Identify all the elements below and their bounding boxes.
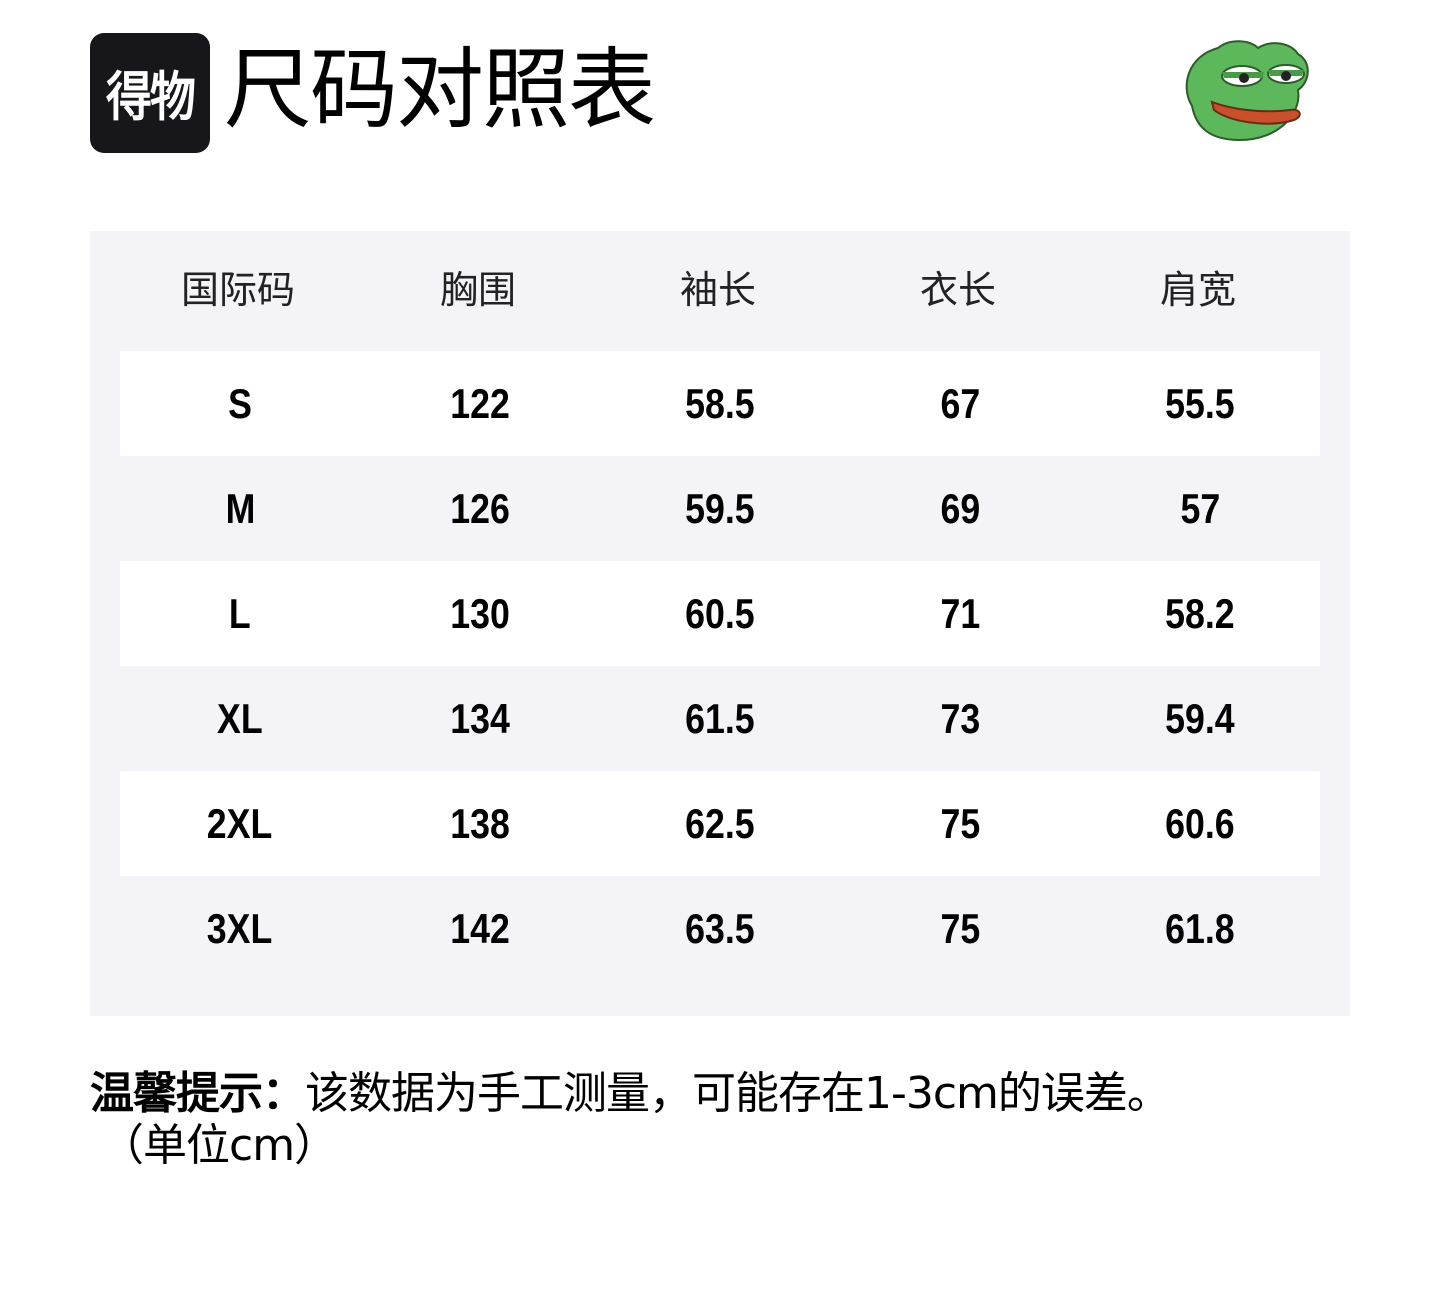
table-cell: 61.5 [600,666,840,771]
table-cell: 59.4 [1080,666,1320,771]
cell-value: 58.2 [1165,590,1235,637]
table-cell: 67 [840,351,1080,456]
table-cell: M [120,456,360,561]
table-cell: 126 [360,456,600,561]
table-row: XL 134 61.5 73 59.4 [120,666,1320,771]
cell-value: S [228,380,252,427]
cell-value: 69 [940,485,980,532]
cell-value: 60.6 [1165,800,1235,847]
size-table: 国际码 胸围 袖长 衣长 肩宽 S 122 58.5 67 55.5 M 126 59.5 69… [90,231,1350,1016]
table-cell: 130 [360,561,600,666]
table-cell: 2XL [120,771,360,876]
cell-value: 63.5 [685,905,755,952]
table-cell: 142 [360,876,600,981]
frog-icon [1185,40,1309,142]
cell-value: 59.4 [1165,695,1235,742]
table-cell: 69 [840,456,1080,561]
logo-text: 得物 [106,65,196,128]
cell-value: 2XL [207,800,273,847]
cell-value: 61.8 [1165,905,1235,952]
table-cell: 60.5 [600,561,840,666]
table-cell: 73 [840,666,1080,771]
table-cell: 122 [360,351,600,456]
cell-value: 57 [1180,485,1220,532]
cell-value: 67 [940,380,980,427]
cell-value: 62.5 [685,800,755,847]
table-cell: 71 [840,561,1080,666]
column-header: 衣长 [919,268,996,312]
measurement-note: 温馨提示：该数据为手工测量，可能存在1-3cm的误差。 （单位cm） [90,1068,1390,1172]
cell-value: 142 [450,905,510,952]
cell-value: 130 [450,590,510,637]
table-cell: XL [120,666,360,771]
table-cell: 75 [840,876,1080,981]
column-header: 肩宽 [1159,268,1236,312]
cell-value: L [229,590,251,637]
table-cell: 58.5 [600,351,840,456]
cell-value: 73 [940,695,980,742]
table-cell: 134 [360,666,600,771]
cell-value: 138 [450,800,510,847]
cell-value: 75 [940,800,980,847]
cell-value: 61.5 [685,695,755,742]
cell-value: 3XL [207,905,273,952]
cell-value: 126 [450,485,510,532]
table-header: 国际码 胸围 袖长 衣长 肩宽 [118,231,1318,351]
table-cell: 59.5 [600,456,840,561]
table-cell: 62.5 [600,771,840,876]
note-text: 该数据为手工测量，可能存在1-3cm的误差。 [305,1068,1171,1119]
table-row: 2XL 138 62.5 75 60.6 [120,771,1320,876]
cell-value: 122 [450,380,510,427]
table-cell: L [120,561,360,666]
cell-value: 75 [940,905,980,952]
table-cell: 58.2 [1080,561,1320,666]
cell-value: 60.5 [685,590,755,637]
table-row: L 130 60.5 71 58.2 [120,561,1320,666]
cell-value: XL [217,695,263,742]
table-cell: 61.8 [1080,876,1320,981]
column-header: 袖长 [679,268,756,312]
table-cell: 55.5 [1080,351,1320,456]
unit-text: （单位cm） [100,1120,338,1171]
brand-logo: 得物 [90,33,210,153]
cell-value: 134 [450,695,510,742]
page-title: 尺码对照表 [224,38,656,141]
table-cell: 57 [1080,456,1320,561]
table-row: M 126 59.5 69 57 [120,456,1320,561]
column-header: 胸围 [439,268,516,312]
table-cell: 3XL [120,876,360,981]
table-cell: S [120,351,360,456]
column-header: 国际码 [180,268,295,312]
table-cell: 75 [840,771,1080,876]
table-row: S 122 58.5 67 55.5 [120,351,1320,456]
table-cell: 138 [360,771,600,876]
cell-value: 71 [940,590,980,637]
table-cell: 63.5 [600,876,840,981]
table-cell: 60.6 [1080,771,1320,876]
cell-value: M [225,485,255,532]
cell-value: 55.5 [1165,380,1235,427]
note-label: 温馨提示： [90,1068,306,1119]
cell-value: 58.5 [685,380,755,427]
cell-value: 59.5 [685,485,755,532]
table-row: 3XL 142 63.5 75 61.8 [120,876,1320,981]
